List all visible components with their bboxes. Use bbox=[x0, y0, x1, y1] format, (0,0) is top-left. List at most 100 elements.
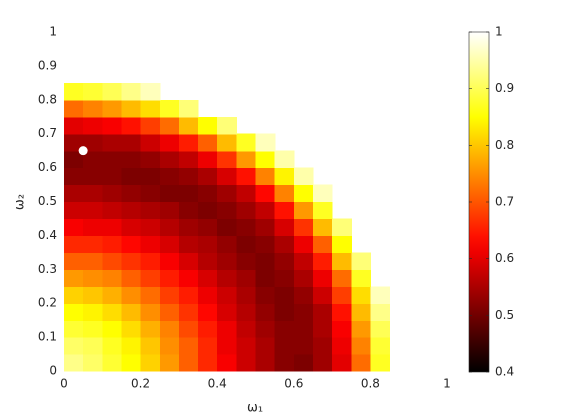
y-axis-label: ω₂ bbox=[13, 194, 28, 210]
heatmap-cell bbox=[236, 235, 257, 253]
heatmap-cell bbox=[198, 184, 218, 203]
heatmap-cell bbox=[274, 252, 295, 270]
heatmap-cell bbox=[102, 218, 123, 236]
heatmap-cell bbox=[83, 286, 103, 304]
heatmap-cell bbox=[121, 82, 142, 101]
heatmap-cell bbox=[121, 303, 142, 321]
heatmap-cell bbox=[159, 99, 180, 118]
heatmap-cell bbox=[351, 286, 371, 304]
heatmap-cell bbox=[159, 150, 180, 169]
heatmap-cell bbox=[159, 252, 180, 270]
heatmap-cell bbox=[102, 116, 123, 135]
heatmap-cell bbox=[198, 354, 218, 372]
heatmap-cell bbox=[293, 269, 314, 287]
heatmap-cell bbox=[159, 337, 180, 355]
heatmap-cell bbox=[159, 133, 180, 152]
heatmap-cell bbox=[255, 303, 276, 321]
heatmap-cell bbox=[83, 269, 103, 287]
heatmap-cell bbox=[121, 235, 142, 253]
heatmap-cell bbox=[140, 337, 161, 355]
heatmap-cell bbox=[370, 286, 391, 304]
heatmap-cell bbox=[274, 320, 295, 338]
heatmap-cell bbox=[217, 167, 237, 186]
heatmap-cell bbox=[64, 150, 84, 169]
y-tick-label: 0.3 bbox=[38, 262, 57, 276]
heatmap-cell bbox=[255, 167, 276, 186]
heatmap-cell bbox=[121, 99, 142, 118]
heatmap-cell bbox=[351, 354, 371, 372]
heatmap-cell bbox=[255, 354, 276, 372]
heatmap-cell bbox=[102, 235, 123, 253]
heatmap-cell bbox=[121, 184, 142, 203]
heatmap-cell bbox=[255, 337, 276, 355]
heatmap-cell bbox=[159, 167, 180, 186]
heatmap-cell bbox=[312, 320, 333, 338]
heatmap-cell bbox=[332, 235, 352, 253]
heatmap-cell bbox=[236, 269, 257, 287]
x-axis-label: ω₁ bbox=[247, 401, 263, 416]
y-tick-label: 1 bbox=[49, 25, 57, 39]
heatmap-cell bbox=[159, 116, 180, 135]
heatmap-cell bbox=[178, 320, 199, 338]
heatmap-cell bbox=[255, 218, 276, 236]
heatmap-cell bbox=[64, 337, 84, 355]
y-tick-label: 0.7 bbox=[38, 126, 57, 140]
heatmap-cell bbox=[312, 235, 333, 253]
heatmap-cell bbox=[159, 354, 180, 372]
marker bbox=[78, 146, 88, 156]
heatmap-cell bbox=[121, 252, 142, 270]
heatmap-cell bbox=[121, 167, 142, 186]
heatmap-cell bbox=[332, 303, 352, 321]
heatmap-cell bbox=[198, 150, 218, 169]
colorbar-tick-label: 0.7 bbox=[495, 195, 514, 209]
heatmap-cell bbox=[159, 201, 180, 220]
heatmap-cell bbox=[178, 354, 199, 372]
heatmap-cell bbox=[102, 184, 123, 203]
heatmap-cell bbox=[255, 252, 276, 270]
heatmap-cell bbox=[332, 337, 352, 355]
heatmap-cell bbox=[178, 269, 199, 287]
heatmap-cell bbox=[121, 354, 142, 372]
heatmap-cell bbox=[159, 286, 180, 304]
heatmap-cell bbox=[255, 269, 276, 287]
colorbar-tick-label: 0.8 bbox=[495, 138, 514, 152]
y-tick-label: 0.2 bbox=[38, 296, 57, 310]
heatmap-cell bbox=[178, 201, 199, 220]
heatmap-cell bbox=[293, 286, 314, 304]
heatmap-cell bbox=[159, 269, 180, 287]
heatmap-cell bbox=[236, 201, 257, 220]
heatmap-cell bbox=[178, 184, 199, 203]
heatmap-cell bbox=[351, 252, 371, 270]
heatmap-cell bbox=[140, 201, 161, 220]
heatmap-cell bbox=[217, 150, 237, 169]
heatmap-cell bbox=[274, 303, 295, 321]
heatmap-cell bbox=[312, 337, 333, 355]
heatmap-cell bbox=[83, 201, 103, 220]
y-tick-label: 0.4 bbox=[38, 228, 57, 242]
heatmap-cell bbox=[64, 218, 84, 236]
heatmap-cell bbox=[255, 150, 276, 169]
heatmap-cell bbox=[293, 218, 314, 236]
heatmap-cell bbox=[370, 354, 391, 372]
heatmap-cell bbox=[293, 354, 314, 372]
heatmap-cell bbox=[293, 184, 314, 203]
heatmap-cell bbox=[140, 218, 161, 236]
heatmap-cell bbox=[121, 320, 142, 338]
heatmap-cell bbox=[351, 269, 371, 287]
heatmap-cell bbox=[140, 286, 161, 304]
heatmap-cell bbox=[102, 269, 123, 287]
heatmap-cell bbox=[178, 99, 199, 118]
heatmap-cell bbox=[64, 116, 84, 135]
heatmap-cell bbox=[64, 354, 84, 372]
heatmap-cell bbox=[121, 201, 142, 220]
x-tick-label: 0 bbox=[60, 377, 68, 391]
heatmap-cell bbox=[102, 320, 123, 338]
heatmap-cell bbox=[198, 320, 218, 338]
colorbar-tick-label: 0.5 bbox=[495, 308, 514, 322]
heatmap-cell bbox=[83, 252, 103, 270]
heatmap-cell bbox=[370, 337, 391, 355]
heatmap-cell bbox=[217, 354, 237, 372]
heatmap-cell bbox=[312, 354, 333, 372]
heatmap-cell bbox=[102, 167, 123, 186]
heatmap-cell bbox=[351, 303, 371, 321]
